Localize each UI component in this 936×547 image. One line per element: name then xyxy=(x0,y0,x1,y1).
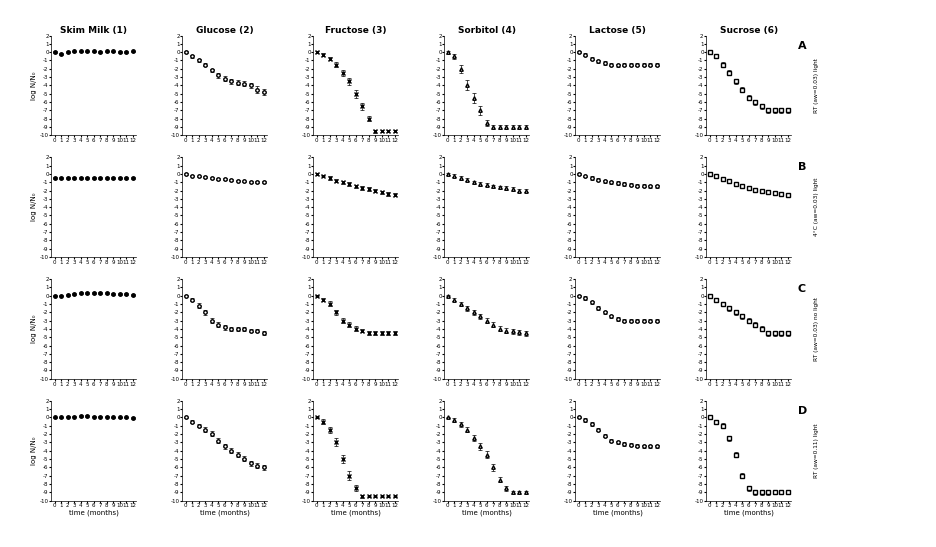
Text: A: A xyxy=(797,40,806,50)
Text: RT (aw=0.03) no light: RT (aw=0.03) no light xyxy=(813,297,819,361)
Title: Glucose (2): Glucose (2) xyxy=(196,26,254,35)
Y-axis label: log N/N₀: log N/N₀ xyxy=(31,71,37,100)
Y-axis label: log N/N₀: log N/N₀ xyxy=(31,437,37,465)
Text: B: B xyxy=(797,162,806,172)
Title: Fructose (3): Fructose (3) xyxy=(325,26,387,35)
X-axis label: time (months): time (months) xyxy=(69,510,119,516)
Text: D: D xyxy=(797,406,807,416)
X-axis label: time (months): time (months) xyxy=(330,510,381,516)
Text: C: C xyxy=(797,284,806,294)
Text: 4°C (aw=0.03) light: 4°C (aw=0.03) light xyxy=(813,178,819,236)
Title: Sorbitol (4): Sorbitol (4) xyxy=(458,26,516,35)
Title: Sucrose (6): Sucrose (6) xyxy=(720,26,778,35)
Y-axis label: log N/N₀: log N/N₀ xyxy=(31,193,37,222)
X-axis label: time (months): time (months) xyxy=(592,510,643,516)
Title: Skim Milk (1): Skim Milk (1) xyxy=(60,26,127,35)
X-axis label: time (months): time (months) xyxy=(724,510,773,516)
Title: Lactose (5): Lactose (5) xyxy=(590,26,646,35)
Text: RT (aw=0.03) light: RT (aw=0.03) light xyxy=(813,58,819,113)
X-axis label: time (months): time (months) xyxy=(461,510,512,516)
Y-axis label: log N/N₀: log N/N₀ xyxy=(31,315,37,343)
X-axis label: time (months): time (months) xyxy=(199,510,250,516)
Text: RT (aw=0.11) light: RT (aw=0.11) light xyxy=(813,423,819,478)
